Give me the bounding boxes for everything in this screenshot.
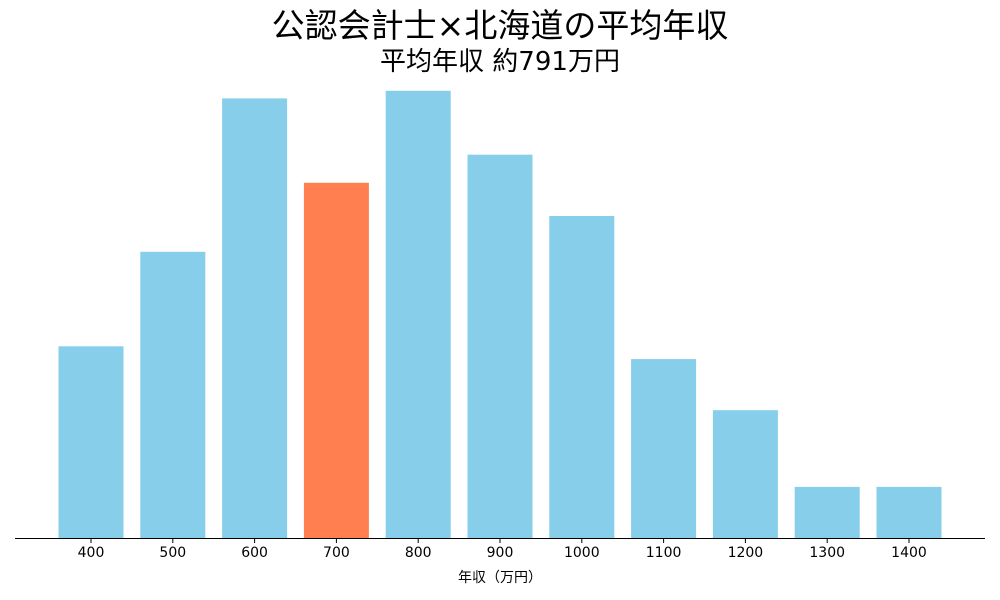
bar-1100 bbox=[631, 359, 697, 538]
x-tick-label-800: 800 bbox=[405, 545, 432, 561]
x-axis-label: 年収（万円） bbox=[458, 570, 542, 586]
bar-1400 bbox=[876, 486, 942, 538]
bar-1000 bbox=[549, 216, 615, 538]
chart-title: 公認会計士×北海道の平均年収 bbox=[271, 6, 729, 45]
x-tick-label-700: 700 bbox=[323, 545, 350, 561]
bar-700 bbox=[303, 182, 369, 539]
x-tick-label-500: 500 bbox=[159, 545, 186, 561]
x-tick-label-1200: 1200 bbox=[728, 545, 764, 561]
x-tick-label-1300: 1300 bbox=[809, 545, 845, 561]
x-ticks-group: 400 500 600 700 800 900 1000 1100 1200 1300 1400 bbox=[78, 538, 927, 561]
bar-600 bbox=[222, 98, 288, 539]
x-tick-label-1100: 1100 bbox=[646, 545, 682, 561]
x-tick-label-400: 400 bbox=[78, 545, 105, 561]
bar-900 bbox=[467, 154, 533, 538]
chart-subtitle: 平均年収 約791万円 bbox=[380, 47, 620, 77]
bar-800 bbox=[385, 90, 451, 539]
x-tick-label-900: 900 bbox=[487, 545, 514, 561]
bar-500 bbox=[140, 251, 206, 539]
x-tick-label-1000: 1000 bbox=[564, 545, 600, 561]
bar-1200 bbox=[712, 410, 778, 538]
bar-400 bbox=[58, 346, 124, 538]
bar-1300 bbox=[794, 486, 860, 538]
bars-group bbox=[58, 90, 942, 539]
x-tick-label-1400: 1400 bbox=[891, 545, 927, 561]
x-tick-label-600: 600 bbox=[241, 545, 268, 561]
